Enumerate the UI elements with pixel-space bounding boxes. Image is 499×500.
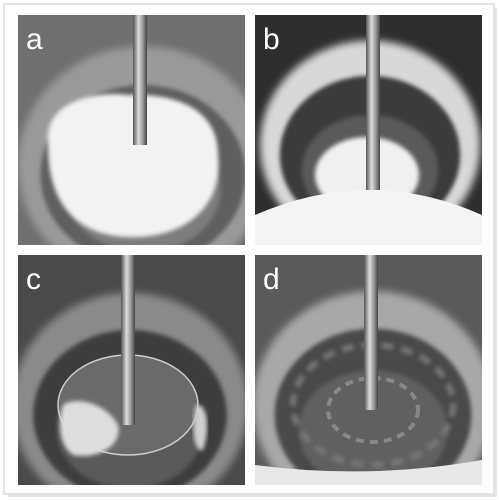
panel-label: a (26, 23, 43, 56)
photo-panel: a (18, 15, 245, 245)
shadow (493, 8, 497, 496)
stirrer-rod (133, 15, 147, 145)
foam-patch (193, 404, 208, 451)
stirrer-rod (121, 255, 135, 425)
photo-panel: d (255, 255, 482, 485)
stirrer-rod (364, 255, 378, 410)
shadow (8, 493, 497, 497)
foam (47, 94, 219, 238)
photo-panel: c (18, 255, 245, 485)
photo-panel: b (255, 15, 482, 245)
panel-label: c (26, 263, 41, 296)
vessel-rim (255, 460, 482, 485)
stirrer-rod (366, 15, 380, 190)
panel-label: b (263, 23, 280, 56)
panel-label: d (263, 263, 280, 296)
foam-patch (60, 401, 119, 456)
vessel-rim (255, 190, 482, 245)
